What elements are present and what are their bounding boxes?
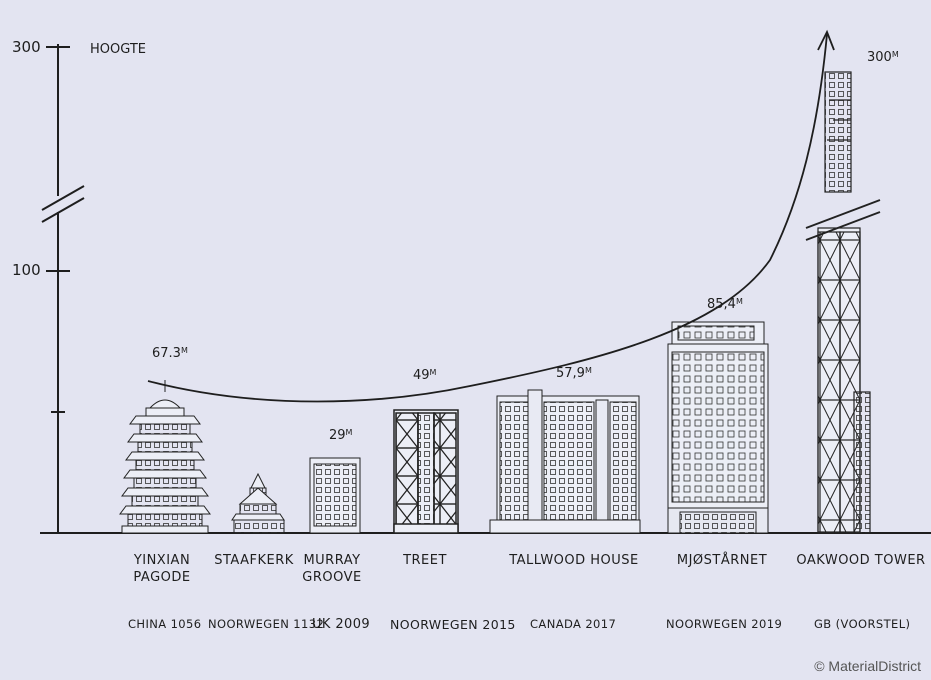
height-label-mjostarnet: 85,4M xyxy=(707,297,743,312)
building-mjostarnet xyxy=(667,321,769,534)
building-location-oakwood: GB (VOORSTEL) xyxy=(814,617,911,631)
height-label-oakwood: 300M xyxy=(867,50,899,65)
building-name-murray: MURRAY GROOVE xyxy=(302,553,362,585)
trend-curve xyxy=(147,33,828,403)
building-name-treet: TREET xyxy=(403,553,447,568)
building-location-tallwood: CANADA 2017 xyxy=(530,617,617,631)
height-label-tallwood: 57,9M xyxy=(556,366,592,381)
building-location-murray: UK 2009 xyxy=(312,617,371,632)
building-staafkerk xyxy=(231,472,285,534)
building-name-mjostarnet: MJØSTÅRNET xyxy=(676,553,768,568)
building-location-mjostarnet: NOORWEGEN 2019 xyxy=(666,617,783,631)
arrow-head-icon xyxy=(817,29,835,51)
height-label-treet: 49M xyxy=(413,368,437,383)
height-label-yinxian: 67.3M xyxy=(152,346,188,361)
building-murray-grove xyxy=(309,457,361,534)
height-label-murray: 29M xyxy=(329,428,353,443)
building-yinxian-pagode xyxy=(119,380,211,534)
building-location-yinxian: CHINA 1056 xyxy=(128,617,202,631)
building-name-staafkerk: STAAFKERK xyxy=(214,553,294,568)
copyright-notice: © MaterialDistrict xyxy=(814,658,921,674)
building-name-yinxian: YINXIAN PAGODE xyxy=(133,553,191,585)
vertical-axis xyxy=(41,44,85,533)
axis-tick-100: 100 xyxy=(12,261,41,279)
building-oakwood-tower xyxy=(805,71,881,534)
building-treet xyxy=(393,409,459,534)
building-name-oakwood: OAKWOOD TOWER xyxy=(796,553,926,568)
building-location-treet: NOORWEGEN 2015 xyxy=(390,617,516,632)
building-location-staafkerk: NOORWEGEN 1132 xyxy=(208,617,325,631)
axis-tick-300: 300 xyxy=(12,38,41,56)
building-tallwood-house xyxy=(489,389,641,534)
building-name-tallwood: TALLWOOD HOUSE xyxy=(509,553,639,568)
axis-label: HOOGTE xyxy=(90,42,147,57)
